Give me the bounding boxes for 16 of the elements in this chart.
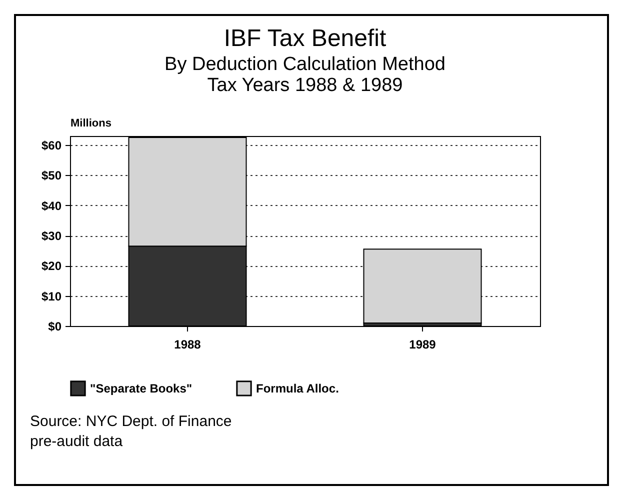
y-tick-label: $10 (41, 289, 62, 304)
text: pre-audit data (30, 432, 124, 452)
y-tick-label: $50 (41, 168, 62, 183)
chart-subtitle: By Deduction Calculation Method Tax Years 1988 & 1989 (164, 54, 446, 96)
y-tick-label: $20 (41, 259, 62, 274)
x-tick-label: 1989 (409, 338, 436, 352)
y-tick-label: $60 (41, 138, 62, 153)
legend-label: Formula Alloc. (256, 381, 339, 396)
y-axis-title: Millions (70, 118, 112, 130)
y-tick-label: $40 (41, 198, 62, 213)
source-note: Source: NYC Dept. of Finance (30, 412, 232, 432)
y-tick-label: $0 (48, 320, 62, 334)
legend-label: "Separate Books" (90, 381, 192, 396)
y-tick-label: $30 (41, 229, 62, 244)
chart-title: IBF Tax Benefit (224, 25, 386, 52)
x-tick-label: 1988 (174, 338, 202, 352)
